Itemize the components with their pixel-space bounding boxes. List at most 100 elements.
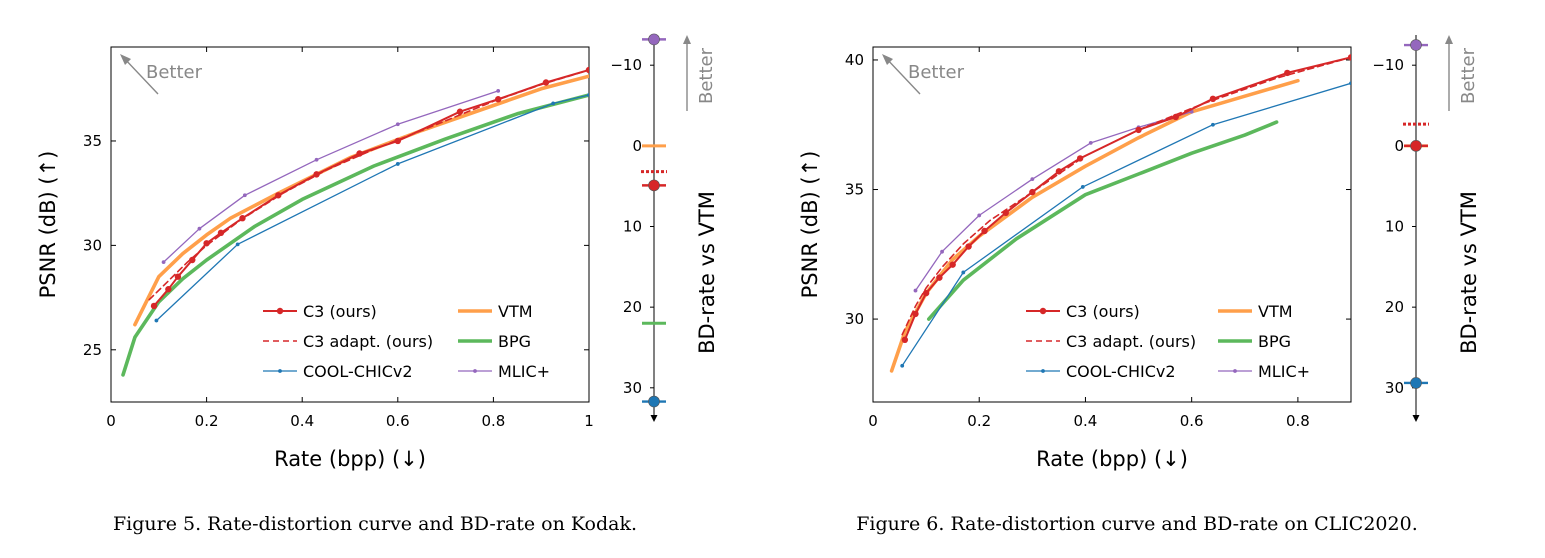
bd-tick-label: 0 [632, 137, 642, 155]
bd-rate-axis: −10 0 10 20 30 BD-rate vs VTM Better [610, 33, 719, 422]
y-axis-label: PSNR (dB) (↑) [798, 151, 822, 299]
bd-tick-label: 10 [1385, 218, 1404, 236]
data-point-cool [1349, 81, 1351, 86]
bd-rate-axis: −10 0 10 20 30 BD-rate vs VTM Better [1372, 35, 1481, 422]
x-tick-label: 0.2 [967, 412, 991, 430]
legend-label: MLIC+ [1258, 362, 1310, 381]
legend-marker [1041, 369, 1045, 373]
x-tick-label: 0 [106, 412, 116, 430]
series-line-bpg [121, 93, 589, 377]
y-tick-label: 35 [845, 181, 864, 199]
data-point-c3 [217, 229, 225, 237]
legend-marker [278, 369, 282, 373]
better-arrow [884, 56, 921, 95]
x-tick-label: 0.6 [1180, 412, 1204, 430]
legend-label: C3 adapt. (ours) [303, 332, 433, 351]
data-point-c3 [189, 256, 196, 264]
series-group [889, 54, 1351, 373]
x-axis-label: Rate (bpp) (↓) [1036, 447, 1188, 471]
data-point-mlic [913, 288, 918, 293]
bd-dot-c3 [1410, 140, 1422, 152]
data-point-mlic [395, 122, 400, 127]
data-point-mlic [1030, 177, 1035, 182]
data-point-c3 [150, 302, 158, 310]
bd-tick-label: −10 [610, 56, 642, 74]
data-point-c3 [981, 227, 988, 235]
legend-label: COOL-CHICv2 [303, 362, 413, 381]
y-tick-label: 30 [83, 236, 102, 254]
series-group [121, 66, 589, 377]
series-line-vtm [889, 78, 1300, 373]
bd-tick-label: −10 [1372, 56, 1404, 74]
data-point-c3 [922, 289, 930, 297]
data-point-cool [1080, 185, 1085, 189]
figure-caption: Figure 6. Rate-distortion curve and BD-r… [856, 513, 1417, 535]
series-line-mlic [914, 111, 1193, 292]
better-arrowhead [882, 54, 893, 65]
bd-tick-label: 30 [1385, 379, 1404, 397]
plot-frame [110, 46, 590, 403]
data-point-c3 [313, 171, 320, 178]
bd-dot-cool [1410, 377, 1422, 389]
legend-label: VTM [498, 302, 533, 321]
series-line-mlic [162, 90, 499, 263]
y-tick-label: 30 [845, 310, 864, 328]
legend-label: VTM [1258, 302, 1293, 321]
chart-1: 0 0.2 0.4 0.6 0.8 1 25 30 35 Rate (bpp) (↓) PSNR (… [36, 33, 719, 535]
bd-tick-label: 20 [623, 298, 642, 316]
legend-label: C3 (ours) [1066, 302, 1140, 321]
bd-tick-label: 0 [1394, 137, 1404, 155]
bd-better-label: Better [696, 47, 717, 104]
bd-better-arrowhead [683, 35, 691, 44]
bd-axis-arrowhead [650, 415, 658, 422]
legend-label: BPG [1258, 332, 1291, 351]
bd-dot-cool [648, 395, 660, 408]
plot-frame [872, 46, 1352, 403]
bd-axis-label: BD-rate vs VTM [695, 191, 719, 354]
x-tick-label: 0.6 [386, 412, 410, 430]
x-tick-label: 1 [584, 412, 594, 430]
data-point-c3 [901, 336, 909, 344]
bd-tick-label: 10 [623, 218, 642, 236]
data-point-c3 [1055, 168, 1063, 175]
better-label: Better [146, 62, 203, 83]
data-point-mlic [197, 226, 202, 231]
series-line-c3 [153, 69, 589, 307]
y-tick-label: 35 [83, 132, 102, 150]
figure-caption: Figure 5. Rate-distortion curve and BD-r… [113, 513, 637, 535]
x-tick-label: 0.4 [1074, 412, 1098, 430]
data-point-c3 [165, 286, 172, 293]
x-tick-label: 0.8 [481, 412, 505, 430]
bd-axis-label: BD-rate vs VTM [1457, 191, 1481, 354]
bd-better-label: Better [1458, 47, 1479, 104]
chart-2: 0 0.2 0.4 0.6 0.8 30 35 40 Rate (bpp) (↓) PSNR (d… [798, 35, 1481, 535]
x-tick-label: 0.2 [195, 412, 219, 430]
data-point-mlic [314, 157, 319, 162]
data-point-cool [235, 242, 240, 247]
series-line-c3-adapt [901, 56, 1351, 336]
bd-better-arrowhead [1445, 35, 1453, 44]
data-point-cool [1211, 122, 1215, 127]
y-axis-label: PSNR (dB) (↑) [36, 151, 60, 299]
data-point-cool [395, 162, 400, 166]
x-tick-label: 0 [868, 412, 878, 430]
bd-dot-mlic [648, 33, 660, 46]
legend-marker [473, 369, 477, 373]
data-point-c3 [912, 310, 919, 318]
y-tick-label: 40 [845, 51, 864, 69]
data-point-mlic [1088, 140, 1093, 145]
bd-dot-mlic [1410, 39, 1422, 51]
data-point-cool [551, 101, 556, 106]
series-line-cool [155, 94, 589, 322]
legend-marker [1233, 369, 1237, 373]
better-label: Better [908, 62, 965, 83]
legend-marker [276, 307, 284, 315]
data-point-mlic [496, 88, 501, 93]
legend-label: MLIC+ [498, 362, 550, 381]
data-point-cool [961, 270, 966, 275]
data-point-cool [900, 363, 905, 368]
data-point-mlic [161, 260, 166, 264]
y-tick-label: 25 [83, 341, 102, 359]
series-line-bpg [926, 120, 1279, 321]
